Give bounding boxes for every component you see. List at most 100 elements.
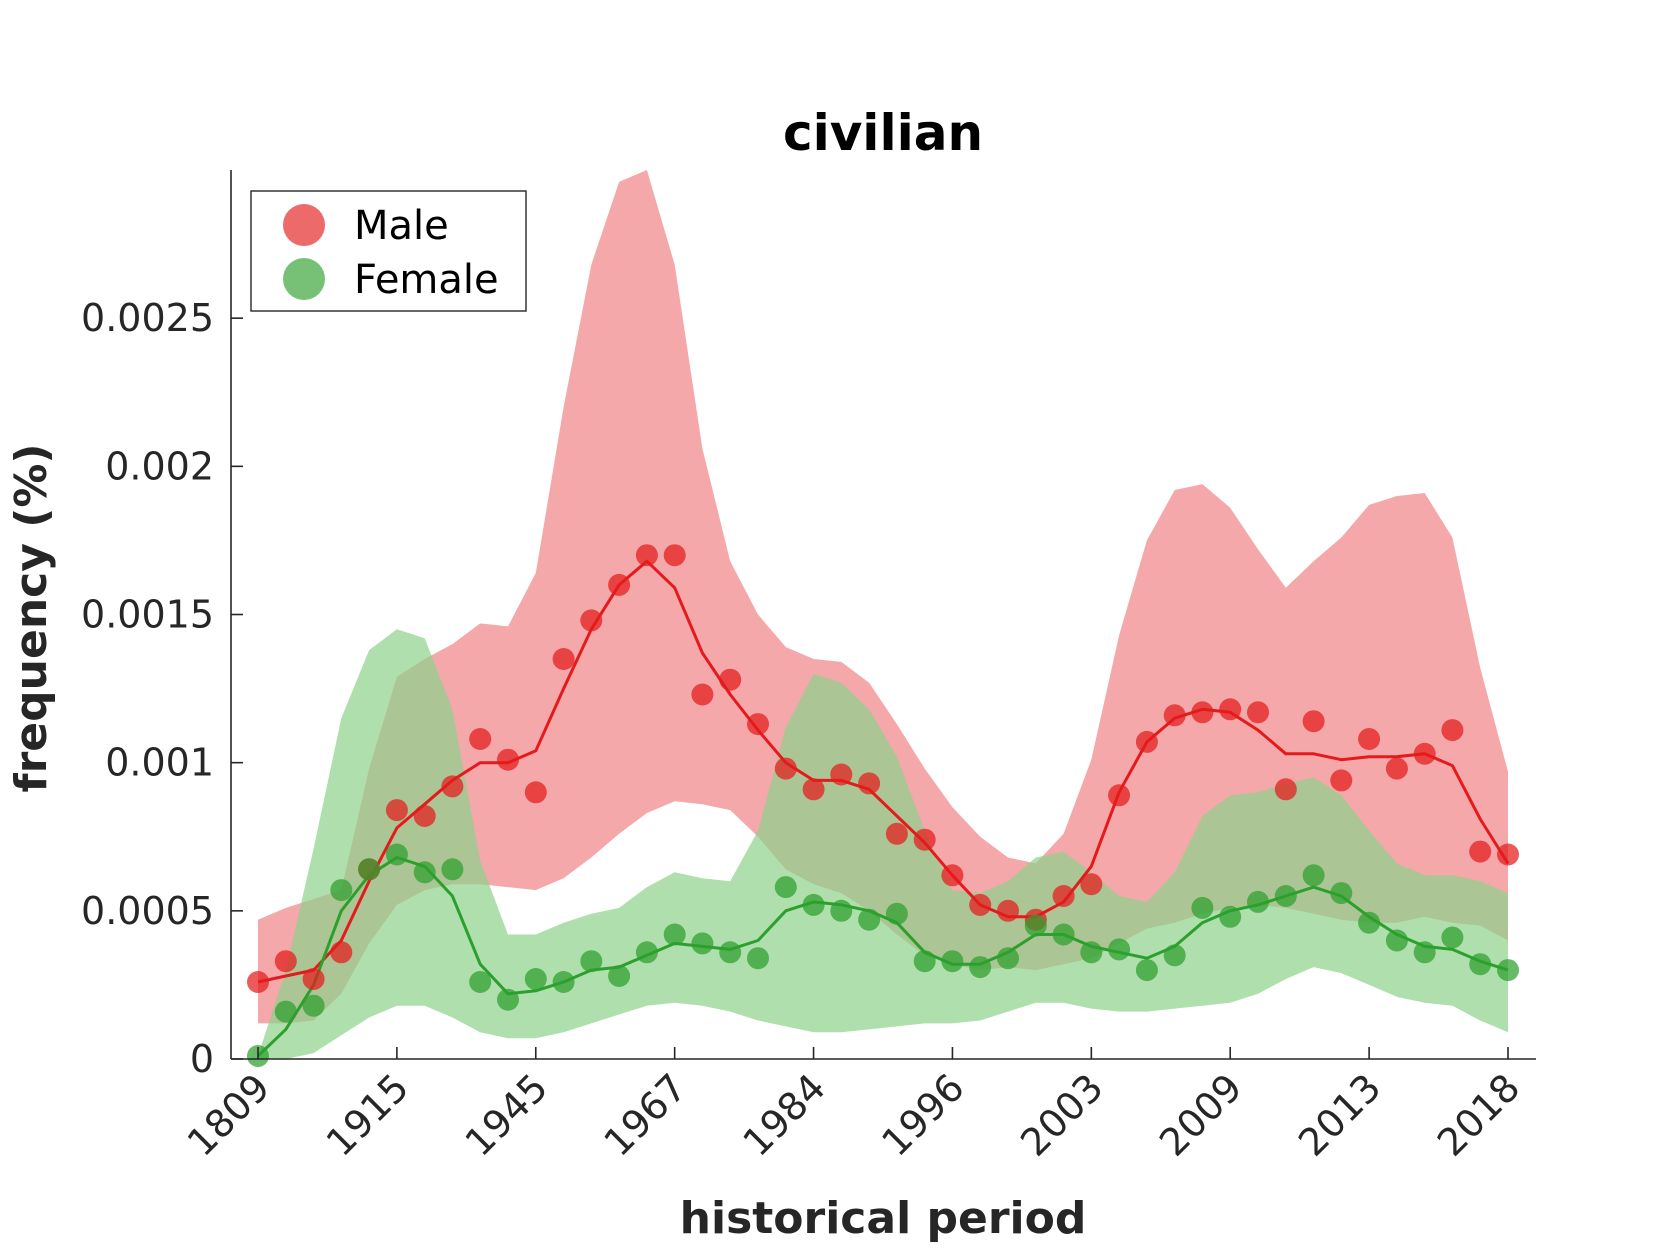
point-male: [1247, 701, 1269, 724]
point-female: [1274, 885, 1297, 907]
point-male: [524, 781, 547, 804]
point-male: [302, 968, 325, 990]
point-male: [1385, 757, 1408, 780]
y-axis-label: frequency (%): [6, 443, 57, 792]
point-male: [1413, 742, 1436, 765]
legend: Male Female: [250, 190, 527, 312]
y-tick-label: 0.001: [105, 741, 214, 785]
x-axis-label: historical period: [680, 1193, 1087, 1244]
point-male: [830, 763, 853, 786]
plot-area: [247, 170, 1519, 1067]
y-tick-label: 0.0005: [81, 889, 214, 933]
point-male: [552, 648, 575, 670]
point-male: [580, 609, 603, 632]
point-female: [441, 858, 464, 881]
point-female: [497, 988, 519, 1011]
point-male: [608, 573, 631, 596]
point-female: [1385, 929, 1408, 952]
legend-marker-male: [283, 204, 325, 246]
point-female: [635, 941, 658, 964]
x-tick-label: 1996: [873, 1065, 973, 1165]
x-tick-label: 1915: [318, 1065, 418, 1165]
x-tick-label: 2009: [1151, 1065, 1251, 1165]
point-female: [385, 843, 408, 866]
y-tick-label: 0: [190, 1037, 214, 1081]
point-female: [830, 899, 853, 922]
point-female: [885, 902, 908, 925]
point-male: [635, 544, 658, 567]
point-female: [608, 965, 631, 987]
point-male: [330, 941, 353, 964]
point-female: [1441, 926, 1464, 949]
point-male: [1358, 728, 1381, 750]
point-male: [385, 799, 408, 822]
line-female: [256, 856, 1509, 1058]
point-male: [247, 971, 269, 993]
point-female: [1247, 890, 1269, 913]
point-male: [802, 778, 825, 801]
chart-title: civilian: [783, 104, 983, 162]
point-male: [1274, 778, 1297, 801]
point-male: [1219, 698, 1242, 721]
point-female: [1080, 941, 1103, 964]
x-ticks: 1809 1915 1945 1967 1984 1996 2003 2009 2013 2018: [179, 1047, 1529, 1165]
point-male: [885, 822, 908, 845]
point-male: [1330, 769, 1353, 792]
point-female: [469, 971, 492, 993]
point-male: [441, 775, 464, 798]
legend-label-female: Female: [354, 257, 499, 303]
y-ticks: 0 0.0005 0.001 0.0015 0.002 0.0025: [81, 296, 243, 1081]
point-male: [1191, 701, 1214, 724]
point-male: [1163, 704, 1186, 727]
y-tick-label: 0.0015: [81, 593, 214, 637]
band-female: [258, 629, 1508, 1059]
x-tick-label: 1945: [457, 1065, 557, 1165]
point-female: [691, 932, 714, 955]
point-female: [802, 893, 825, 916]
point-male: [719, 668, 742, 691]
point-female: [302, 994, 325, 1017]
point-male: [858, 772, 881, 795]
point-female: [1163, 944, 1186, 967]
point-female: [1302, 864, 1325, 887]
x-tick-label: 1984: [734, 1065, 834, 1165]
point-female: [1135, 959, 1158, 982]
point-female: [663, 923, 686, 946]
point-female: [1469, 953, 1492, 976]
point-female: [747, 947, 769, 970]
data-points: [247, 544, 1519, 1067]
point-male: [774, 757, 797, 780]
point-female: [913, 950, 936, 973]
y-tick-label: 0.0025: [81, 296, 214, 340]
x-tick-label: 2018: [1429, 1065, 1529, 1165]
point-female: [1024, 914, 1047, 937]
legend-marker-female: [283, 258, 325, 300]
point-female: [941, 950, 964, 973]
point-male: [1052, 885, 1075, 907]
point-female: [997, 947, 1019, 970]
point-female: [524, 968, 547, 990]
point-female: [358, 858, 381, 881]
x-tick-label: 1967: [596, 1065, 696, 1165]
point-female: [413, 861, 436, 884]
y-tick-label: 0.002: [105, 444, 214, 488]
point-female: [1108, 938, 1131, 961]
point-male: [969, 893, 992, 916]
x-tick-label: 2003: [1012, 1065, 1112, 1165]
point-female: [552, 971, 575, 993]
confidence-bands: [258, 170, 1508, 1059]
point-male: [913, 828, 936, 851]
point-female: [1219, 905, 1242, 928]
point-female: [774, 876, 797, 899]
line-male: [257, 559, 1510, 984]
point-female: [330, 879, 353, 902]
band-male: [258, 170, 1508, 1024]
point-male: [1108, 784, 1131, 807]
point-male: [941, 864, 964, 887]
point-female: [1413, 941, 1436, 964]
point-male: [663, 544, 686, 567]
point-female: [1358, 911, 1381, 934]
x-tick-label: 2013: [1290, 1065, 1390, 1165]
point-female: [580, 950, 603, 973]
